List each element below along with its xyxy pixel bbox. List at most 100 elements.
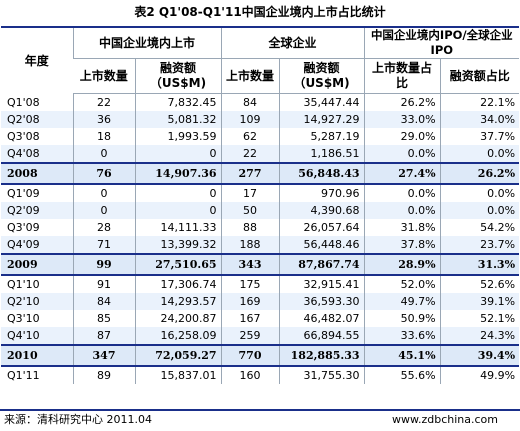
cn-count-cell: 347 [72,344,135,367]
footer: 来源：清科研究中心 2011.04 www.zdbchina.com [0,409,520,429]
amount-ratio-cell: 23.7% [439,236,520,254]
row-label-cell: Q1'09 [7,187,40,200]
cn-count-cell: 91 [72,275,135,293]
amount-ratio-cell: 0.0% [439,184,520,202]
subheader-cn-amount: 融资额（US$M) [134,58,222,94]
gl-amount-cell: 14,927.29 [278,111,365,128]
amount-ratio-cell: 52.1% [439,310,520,327]
table-row: Q4'09 71 13,399.32 188 56,448.46 37.8% 23.7% [1,236,520,254]
cn-count-cell: 28 [72,219,135,236]
row-label-cell: Q4'09 [1,236,73,254]
count-ratio-cell: 29.0% [363,128,441,145]
table-row: Q3'09 28 14,111.33 88 26,057.64 31.8% 54.2% [1,219,520,236]
gl-amount-cell: 26,057.64 [278,219,365,236]
subheader-count-ratio: 上市数量占比 [363,58,441,94]
gl-count-cell: 770 [220,344,280,367]
row-label-cell: Q3'08 [7,130,40,143]
gl-count-cell: 188 [220,236,280,254]
gl-count-cell: 88 [220,219,280,236]
cn-count-cell: 89 [72,366,135,384]
cn-count-cell: 85 [72,310,135,327]
count-ratio-cell: 28.9% [363,253,441,276]
count-ratio-cell: 52.0% [363,275,441,293]
cn-amount-cell: 16,258.09 [134,327,222,345]
subheader-gl-amount: 融资额（US$M) [278,58,365,94]
amount-ratio-cell: 49.9% [439,366,520,384]
row-label-cell: 2010 [1,344,73,367]
row-label-cell: Q1'10 [7,278,40,291]
count-ratio-cell: 49.7% [363,293,441,310]
count-ratio-cell: 45.1% [363,344,441,367]
gl-amount-cell: 56,448.46 [278,236,365,254]
cn-count-cell: 18 [72,128,135,145]
amount-ratio-cell: 26.2% [439,162,520,185]
gl-amount-cell: 182,885.33 [278,344,365,367]
cn-amount-cell: 17,306.74 [134,275,222,293]
row-label-cell: Q2'10 [1,293,73,310]
gl-amount-cell: 32,915.41 [278,275,365,293]
cn-amount-cell: 0 [134,202,222,219]
table-row: Q1'11 89 15,837.01 160 31,755.30 55.6% 49.9% [1,366,520,384]
count-ratio-cell: 33.0% [363,111,441,128]
count-ratio-cell: 55.6% [363,366,441,384]
gl-amount-cell: 46,482.07 [278,310,365,327]
cn-amount-cell: 7,832.45 [134,93,222,111]
row-label-cell: 2009 [1,253,73,276]
amount-ratio-cell: 31.3% [439,253,520,276]
row-label-cell: 2008 [1,162,73,185]
header-china-domestic: 中国企业境内上市 [72,26,222,59]
gl-count-cell: 175 [220,275,280,293]
subheader-gl-count: 上市数量 [220,58,280,94]
count-ratio-cell: 26.2% [363,93,441,111]
gl-count-cell: 169 [220,293,280,310]
gl-count-cell: 50 [220,202,280,219]
gl-amount-cell: 1,186.51 [278,145,365,163]
table-title: 表2 Q1'08-Q1'11中国企业境内上市占比统计 [134,5,386,19]
gl-count-cell: 84 [220,93,280,111]
subheader-amount-ratio: 融资额占比 [439,58,520,94]
count-ratio-cell: 0.0% [363,184,441,202]
cn-count-cell: 71 [72,236,135,254]
cn-count-cell: 22 [72,93,135,111]
gl-amount-cell: 36,593.30 [278,293,365,310]
gl-count-cell: 343 [220,253,280,276]
gl-amount-cell: 87,867.74 [278,253,365,276]
count-ratio-cell: 50.9% [363,310,441,327]
cn-count-cell: 84 [72,293,135,310]
count-ratio-cell: 33.6% [363,327,441,345]
cn-amount-cell: 14,111.33 [134,219,222,236]
amount-ratio-cell: 54.2% [439,219,520,236]
amount-ratio-cell: 39.4% [439,344,520,367]
row-label-cell: Q3'10 [7,312,40,325]
gl-count-cell: 167 [220,310,280,327]
cn-count-cell: 99 [72,253,135,276]
gl-count-cell: 22 [220,145,280,163]
cn-amount-cell: 5,081.32 [134,111,222,128]
ipo-stats-table: 年度 中国企业境内上市 全球企业 中国企业境内IPO/全球企业IPO 上市数量 … [1,26,520,384]
year-total-row: 2010 347 72,059.27 770 182,885.33 45.1% 39.4% [1,344,520,367]
gl-amount-cell: 970.96 [278,184,365,202]
count-ratio-cell: 37.8% [363,236,441,254]
cn-amount-cell: 72,059.27 [134,344,222,367]
amount-ratio-cell: 24.3% [439,327,520,345]
amount-ratio-cell: 37.7% [439,128,520,145]
table-row: Q3'08 18 1,993.59 62 5,287.19 29.0% 37.7% [1,128,520,145]
row-label-cell: Q3'09 [7,221,40,234]
gl-amount-cell: 31,755.30 [278,366,365,384]
row-label-cell: Q2'08 [1,111,73,128]
row-label-cell: Q4'08 [1,145,73,163]
gl-count-cell: 62 [220,128,280,145]
gl-amount-cell: 56,848.43 [278,162,365,185]
year-total-row: 2009 99 27,510.65 343 87,867.74 28.9% 31.3% [1,253,520,276]
amount-ratio-cell: 22.1% [439,93,520,111]
gl-count-cell: 160 [220,366,280,384]
cn-count-cell: 36 [72,111,135,128]
gl-count-cell: 277 [220,162,280,185]
cn-amount-cell: 14,907.36 [134,162,222,185]
table-body: Q1'08 22 7,832.45 84 35,447.44 26.2% 22.1% Q2'0… [1,93,520,384]
amount-ratio-cell: 0.0% [439,145,520,163]
cn-amount-cell: 27,510.65 [134,253,222,276]
cn-amount-cell: 13,399.32 [134,236,222,254]
cn-count-cell: 76 [72,162,135,185]
cn-amount-cell: 24,200.87 [134,310,222,327]
